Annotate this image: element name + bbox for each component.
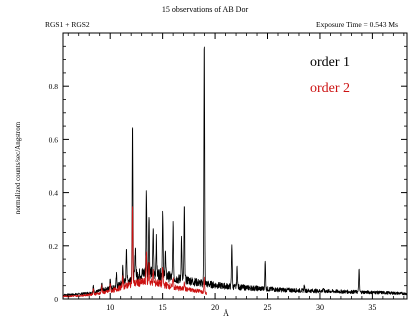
y-tick-label: 0.8 [49, 82, 59, 91]
exposure-label: Exposure Time = 0.543 Ms [316, 20, 398, 29]
legend-order-1: order 1 [310, 55, 350, 70]
y-tick-label: 0.6 [49, 135, 59, 144]
chart-title: 15 observations of AB Dor [162, 5, 249, 14]
series-line-1 [62, 46, 408, 297]
plot-area [62, 32, 408, 300]
y-axis-label: normalized counts/sec/Angstrom [14, 121, 22, 214]
x-tick-label: 20 [211, 303, 219, 312]
legend-order-2: order 2 [310, 81, 350, 96]
x-tick-label: 10 [106, 303, 114, 312]
x-tick-label: 30 [316, 303, 324, 312]
y-tick-label: 0.2 [49, 242, 59, 251]
x-tick-label: 35 [368, 303, 376, 312]
x-tick-label: 25 [264, 303, 272, 312]
instrument-label: RGS1 + RGS2 [45, 20, 90, 29]
plot-frame [62, 32, 408, 300]
x-tick-label: 15 [159, 303, 167, 312]
x-axis-ticks: 10 15 20 25 30 35 [67, 33, 405, 312]
x-axis-label: Å [223, 309, 229, 318]
y-tick-label: 0 [54, 295, 58, 304]
series-line-2 [62, 206, 208, 298]
y-tick-label: 0.4 [49, 189, 59, 198]
y-axis-ticks: 0 0.2 0.4 0.6 0.8 [49, 45, 407, 304]
